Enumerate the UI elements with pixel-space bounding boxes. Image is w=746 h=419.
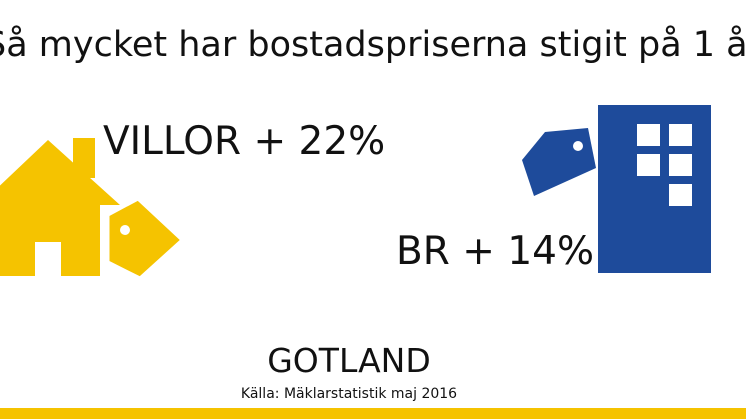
bottom-bar	[0, 408, 746, 419]
building-tag	[522, 128, 596, 196]
source: Källa: Mäklarstatistik maj 2016	[241, 386, 457, 402]
title: Så mycket har bostadspriserna stigit på …	[0, 24, 746, 65]
villa-label: VILLOR + 22%	[103, 119, 385, 164]
region: GOTLAND	[267, 341, 431, 380]
house-tag	[106, 197, 185, 280]
building-icon	[598, 105, 711, 273]
house-icon	[0, 138, 120, 276]
br-label: BR + 14%	[396, 229, 594, 274]
